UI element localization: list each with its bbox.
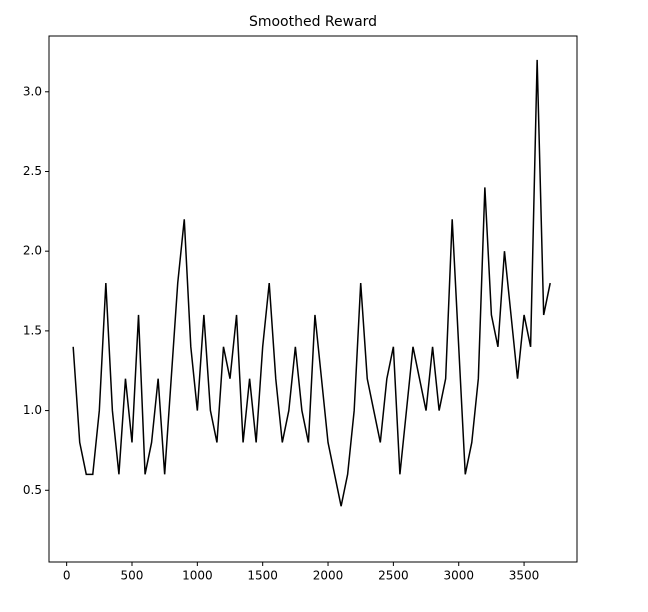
data-line	[72, 59, 551, 507]
x-tick-label: 2500	[378, 569, 409, 583]
y-tick-label: 2.5	[23, 164, 42, 178]
x-tick-label: 2000	[313, 569, 344, 583]
y-tick-label: 0.5	[23, 483, 42, 497]
y-tick-label: 2.0	[23, 244, 42, 258]
x-tick-label: 1000	[182, 569, 213, 583]
x-tick-label: 3000	[443, 569, 474, 583]
chart-title: Smoothed Reward	[249, 14, 377, 30]
plot-frame	[48, 35, 578, 563]
y-tick-label: 3.0	[23, 84, 42, 98]
y-tick-label: 1.0	[23, 403, 42, 417]
x-tick-label: 3500	[509, 569, 540, 583]
y-tick-label: 1.5	[23, 323, 42, 337]
x-tick-label: 500	[121, 569, 144, 583]
x-tick-label: 0	[63, 569, 71, 583]
x-tick-label: 1500	[247, 569, 278, 583]
